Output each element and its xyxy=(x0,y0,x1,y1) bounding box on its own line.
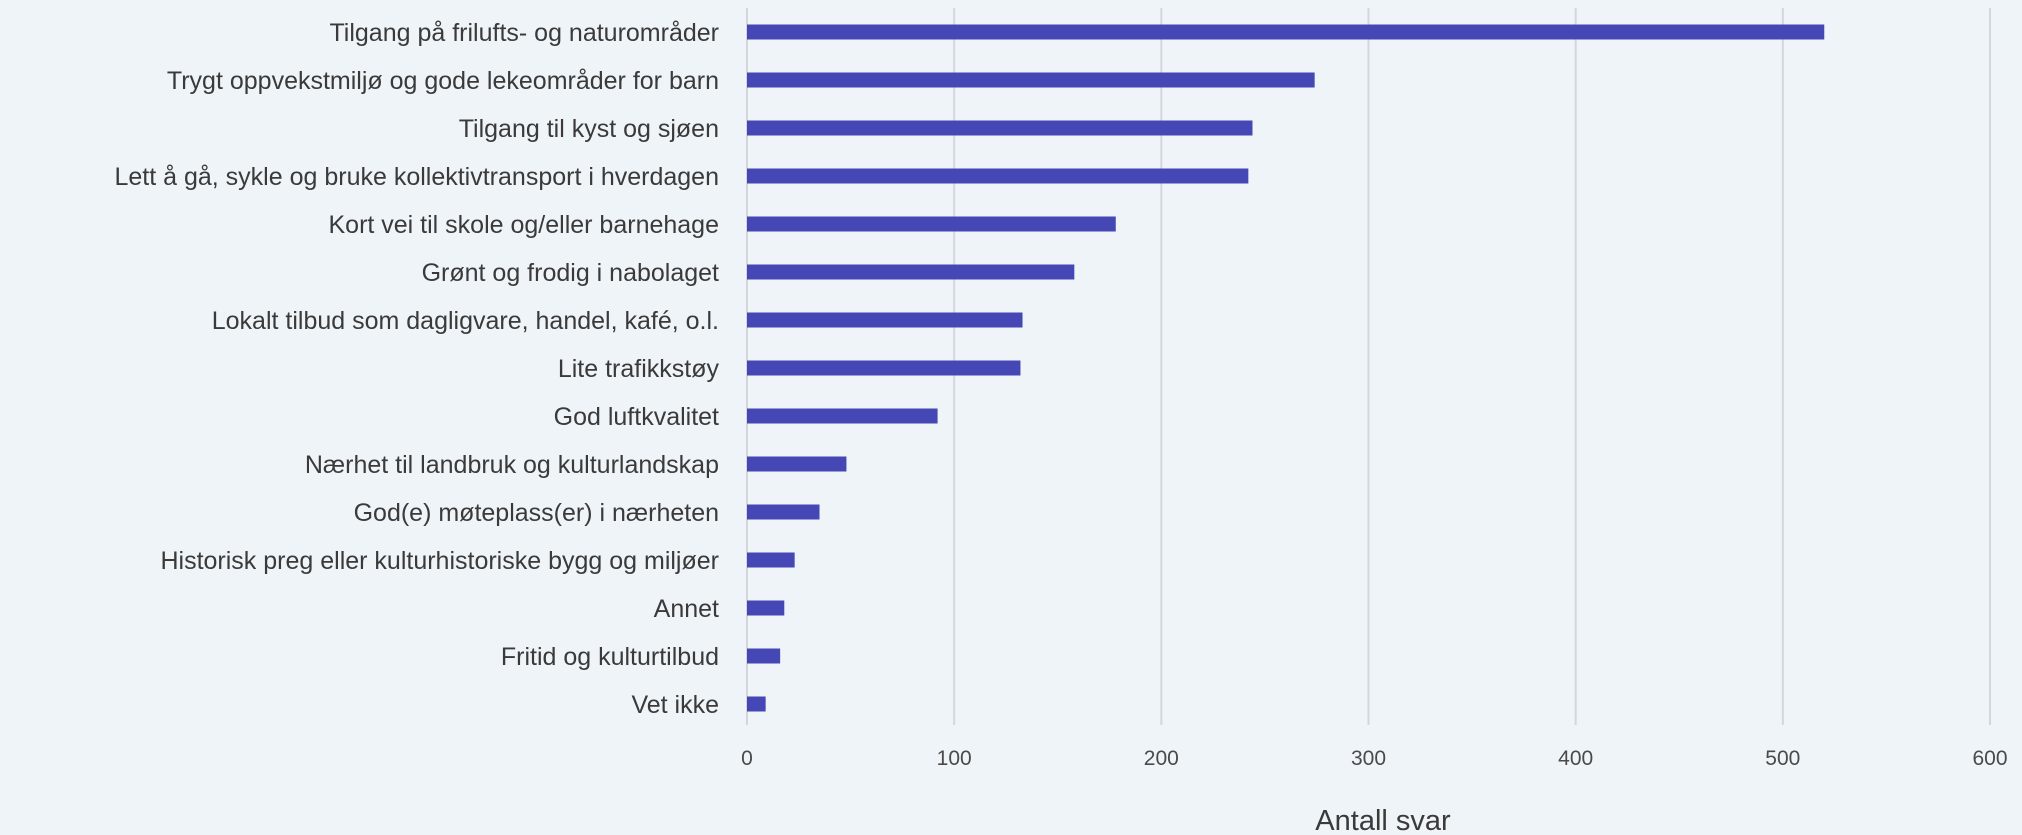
bars xyxy=(747,24,1825,712)
category-label: God luftkvalitet xyxy=(554,403,719,431)
category-label: Tilgang til kyst og sjøen xyxy=(459,115,719,143)
x-tick-label: 200 xyxy=(1144,747,1179,770)
bar xyxy=(747,456,847,472)
category-label: Tilgang på frilufts- og naturområder xyxy=(329,19,719,47)
category-label: Lite trafikkstøy xyxy=(558,355,720,383)
category-label: Fritid og kulturtilbud xyxy=(501,643,719,671)
x-tick-label: 500 xyxy=(1765,747,1800,770)
category-label: Annet xyxy=(654,595,719,623)
category-label: Kort vei til skole og/eller barnehage xyxy=(328,211,719,239)
bar xyxy=(747,648,781,664)
x-tick-label: 400 xyxy=(1558,747,1593,770)
bar xyxy=(747,360,1021,376)
x-tick-label: 300 xyxy=(1351,747,1386,770)
category-label: Grønt og frodig i nabolaget xyxy=(422,259,719,287)
category-label: Trygt oppvekstmiljø og gode lekeområder … xyxy=(167,67,719,95)
bar xyxy=(747,216,1116,232)
x-axis-title: Antall svar xyxy=(1315,805,1451,835)
category-label: Nærhet til landbruk og kulturlandskap xyxy=(305,451,719,479)
x-tick-labels: 0 100 200 300 400 500 600 xyxy=(741,747,2007,770)
category-labels: Tilgang på frilufts- og naturområder Tryg… xyxy=(114,19,719,719)
x-tick-label: 0 xyxy=(741,747,753,770)
bar xyxy=(747,696,766,712)
category-label: Historisk preg eller kulturhistoriske by… xyxy=(160,547,719,575)
category-label: Lokalt tilbud som dagligvare, handel, ka… xyxy=(212,307,719,335)
x-tick-label: 600 xyxy=(1972,747,2007,770)
category-label: Lett å gå, sykle og bruke kollektivtrans… xyxy=(114,163,719,191)
bar xyxy=(747,504,820,520)
category-label: God(e) møteplass(er) i nærheten xyxy=(354,499,719,527)
bar xyxy=(747,552,795,568)
bar xyxy=(747,120,1253,136)
bar xyxy=(747,72,1315,88)
bar xyxy=(747,168,1249,184)
bar xyxy=(747,24,1825,40)
bar xyxy=(747,264,1075,280)
category-label: Vet ikke xyxy=(631,691,719,719)
bar xyxy=(747,408,938,424)
x-tick-label: 100 xyxy=(937,747,972,770)
bar xyxy=(747,600,785,616)
bar xyxy=(747,312,1023,328)
